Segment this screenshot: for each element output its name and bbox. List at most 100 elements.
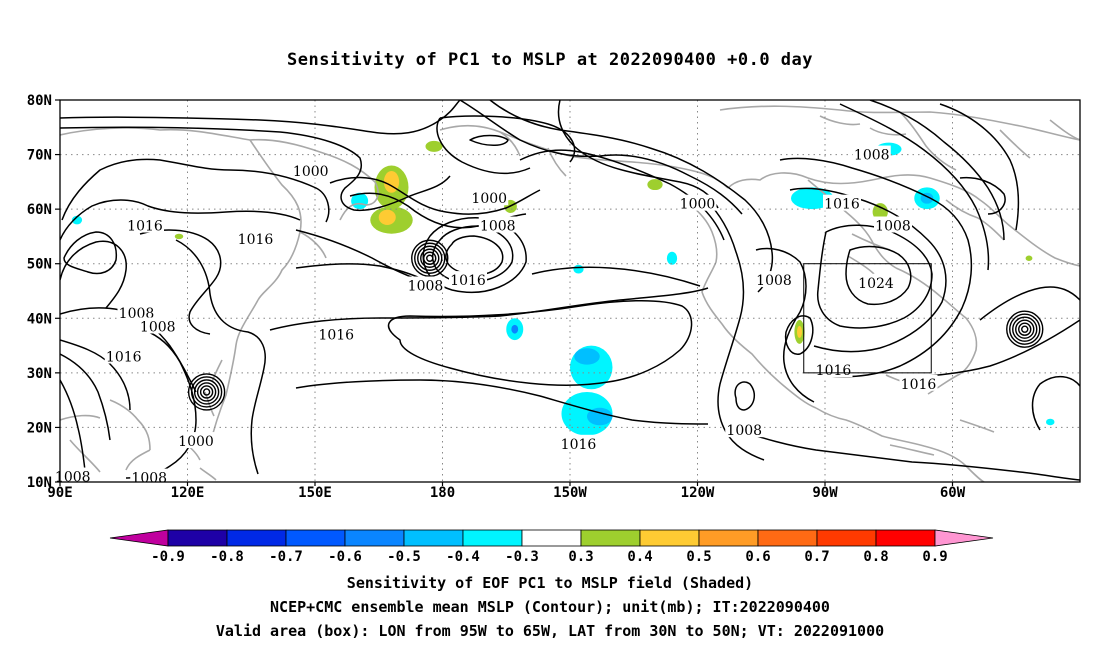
lon-tick-label: 150E [298,485,332,501]
sensitivity-patch [71,215,83,225]
low-ring [1006,310,1044,348]
lat-tick-label: 50N [27,257,52,273]
colorbar-bin [521,529,582,547]
contour-label-bg [559,434,598,451]
colorbar-tick-label: 0.4 [627,549,652,565]
contour-label: 1008 [408,279,444,295]
contour-label: 1000 [680,197,716,213]
colorbar-tick-label: 0.3 [568,549,593,565]
contour-label: 1016 [318,328,354,344]
sensitivity-patch [595,512,605,523]
lon-tick-label: 120E [171,485,205,501]
colorbar-tick-label: 0.8 [863,549,888,565]
low-ring [417,245,443,271]
lat-tick-label: 10N [27,475,52,491]
colorbar-bin [462,529,523,547]
contour-label: 1016 [824,197,860,213]
lat-tick-label: 20N [27,420,52,436]
lat-tick-label: 30N [27,366,52,382]
lon-tick-label: 150W [553,485,587,501]
low-ring [190,376,223,408]
contour-label: 1016 [561,437,597,453]
contour-label: 1008 [875,219,911,235]
contour-label-bg [130,468,169,485]
low-ring [411,239,449,277]
contour-label-bg [852,145,891,162]
low-ring [426,254,434,262]
colorbar-tick-label: -0.5 [387,549,421,565]
contour-label: 1024 [858,276,894,292]
sensitivity-patch [174,233,184,240]
caption-line-3: Valid area (box): LON from 95W to 65W, L… [215,622,885,640]
colorbar-bin [285,529,346,547]
sensitivity-patch [587,407,613,426]
colorbar-bin [698,529,759,547]
contour-label-bg [236,230,275,247]
contour-label-bg [449,271,487,288]
caption-line-2: NCEP+CMC ensemble mean MSLP (Contour); u… [270,598,830,616]
sensitivity-patch [573,264,584,274]
lon-tick-label: 180 [430,485,455,501]
low-ring [423,251,437,265]
sensitivity-patch [378,209,396,225]
graticule [60,100,1080,482]
contour-label: 1016 [450,273,486,289]
low-ring [1018,322,1032,336]
contour-label-bg [678,194,717,211]
colorbar-tick-label: -0.6 [328,549,362,565]
lat-tick-label: 60N [27,202,52,218]
contour-label-bg [104,347,143,364]
colorbar-tick-label: -0.9 [151,549,185,565]
contour-label: 1016 [901,377,937,393]
low-ring [196,382,217,402]
colorbar-bin [226,529,287,547]
lon-tick-label: 90W [812,485,838,501]
lon-tick-label: 120W [681,485,715,501]
sensitivity-patch [574,348,600,365]
lat-tick-label: 40N [27,311,52,327]
contour-label-bg [478,216,517,233]
contour-label: 1016 [127,219,163,235]
lat-tick-label: 70N [27,148,52,164]
low-ring [414,242,446,274]
contour-label: 1008 [140,319,176,335]
sensitivity-shading [71,140,1055,523]
colorbar-tick-label: 0.5 [686,549,711,565]
low-ring [1012,316,1038,342]
colorbar-tick-label: -0.7 [269,549,303,565]
contour-label: 1008 [726,423,762,439]
contour-label-bg [899,374,938,391]
contour-label: 1016 [106,349,142,365]
colorbar: -0.9 -0.8 -0.7 -0.6 -0.5 -0.4 -0.3 0.3 0.4 0.5 0.6… [109,529,994,565]
sensitivity-patch [425,140,443,152]
sensitivity-patch [1046,418,1055,426]
contour-label-bg [857,273,895,290]
contour-label: 1008 [131,471,167,487]
contour-labels: 1000 1000 1008 1008 1000 1016 1016 1008 1016 1008… [53,145,938,487]
contour-label-bg [117,303,156,320]
colorbar-bin [580,529,641,547]
contour-label: 1008 [480,219,516,235]
low-ring [202,388,211,396]
sensitivity-patch [796,325,803,338]
colorbar-high-arrow [934,529,994,547]
valid-area-box [803,263,932,374]
low-ring [1009,313,1041,345]
lat-tick-label: 80N [27,93,52,109]
colorbar-bin [757,529,818,547]
contour-label-bg [470,189,509,206]
low-ring [1015,319,1035,339]
lon-tick-label: 60W [940,485,966,501]
colorbar-tick-label: -0.8 [210,549,244,565]
contour-label-bg [138,317,177,334]
contour-label-bg [317,325,356,342]
colorbar-bin [403,529,464,547]
low-ring [420,248,440,268]
colorbar-bin [875,529,936,547]
caption-line-1: Sensitivity of EOF PC1 to MSLP field (Sh… [346,574,754,592]
contour-label-bg [823,194,861,211]
colorbar-tick-label: 0.6 [745,549,770,565]
contour-label-bg [725,421,764,438]
colorbar-bin [816,529,877,547]
contour-label: 1000 [471,191,507,207]
